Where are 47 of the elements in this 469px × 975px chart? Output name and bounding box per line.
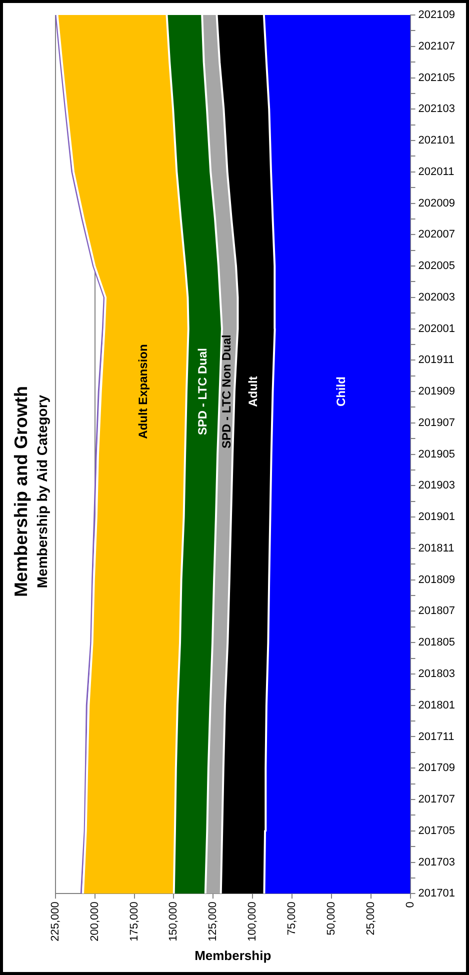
x-tick-label: 150,000 [168, 902, 180, 942]
y-tick-label: 201711 [418, 730, 454, 743]
y-tick-label: 202109 [418, 9, 456, 22]
series-label: Adult [246, 376, 260, 407]
series-label: SPD - LTC Dual [195, 348, 210, 436]
x-axis-title: Membership [194, 948, 272, 963]
y-tick-label: 202007 [418, 228, 456, 241]
y-tick-label: 201705 [418, 824, 456, 837]
y-tick-label: 201707 [418, 794, 456, 806]
series-label: SPD - LTC Non Dual [219, 334, 234, 448]
y-tick-label: 201805 [418, 636, 456, 649]
y-tick-label: 201903 [418, 480, 456, 492]
y-tick-label: 202103 [418, 103, 456, 116]
y-tick-label: 201809 [418, 574, 456, 586]
y-tick-label: 202003 [418, 291, 456, 304]
y-tick-label: 201701 [418, 888, 456, 900]
y-tick-label: 202001 [418, 322, 456, 335]
y-tick-label: 202105 [418, 72, 456, 84]
y-tick-label: 201703 [418, 856, 456, 868]
y-tick-label: 201911 [418, 354, 454, 366]
x-tick-label: 200,000 [88, 902, 101, 942]
x-tick-label: 75,000 [286, 902, 298, 936]
y-tick-label: 201907 [418, 416, 456, 429]
text: Membership by Aid Category [34, 394, 50, 588]
series-label: Adult Expansion [136, 344, 150, 439]
x-tick-label: 175,000 [128, 902, 140, 942]
x-tick-label: 125,000 [207, 902, 220, 942]
x-tick-label: 0 [404, 902, 416, 908]
y-tick-label: 202107 [418, 40, 456, 52]
x-tick-label: 25,000 [364, 902, 377, 936]
series-label: Child [334, 376, 348, 407]
y-tick-label: 202009 [418, 197, 456, 210]
y-tick-label: 201905 [418, 448, 456, 460]
y-tick-label: 202005 [418, 260, 456, 272]
y-tick-label: 201801 [418, 699, 456, 712]
x-tick-label: 100,000 [246, 902, 259, 942]
y-tick-label: 201803 [418, 668, 456, 680]
y-tick-label: 202101 [418, 134, 456, 147]
y-tick-label: 201807 [418, 605, 456, 618]
x-tick-label: 50,000 [325, 902, 338, 936]
text: Membership and Growth [10, 386, 31, 598]
x-tick-label: 225,000 [49, 902, 62, 942]
y-tick-label: 202011 [418, 166, 454, 178]
y-tick-label: 201909 [418, 386, 456, 398]
y-tick-label: 201811 [418, 542, 454, 554]
y-tick-label: 201901 [418, 511, 456, 524]
y-tick-label: 201709 [418, 762, 456, 774]
